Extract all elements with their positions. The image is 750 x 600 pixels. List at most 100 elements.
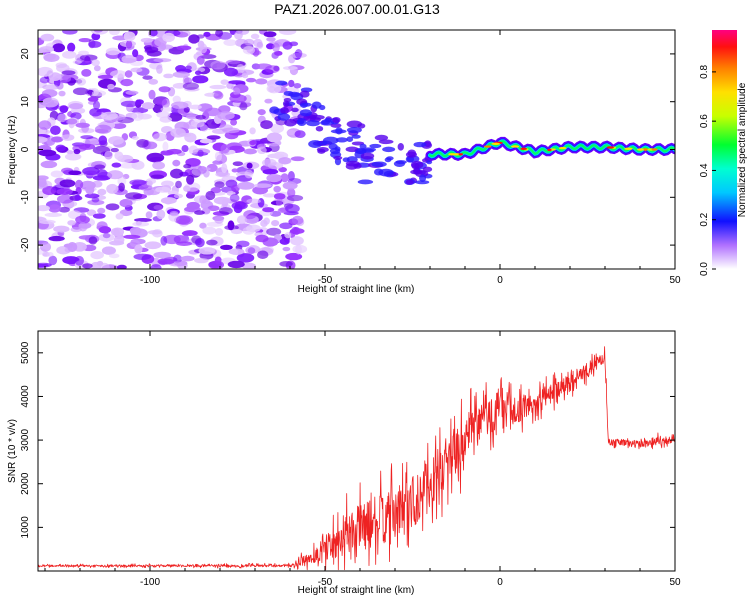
noise-blob [75, 77, 87, 86]
noise-blob [286, 129, 297, 136]
noise-blob [40, 160, 58, 169]
noise-blob [218, 207, 233, 215]
noise-blob [261, 158, 277, 167]
noise-blob [85, 185, 95, 195]
noise-blob [229, 94, 247, 103]
noise-blob [129, 179, 147, 186]
noise-blob [175, 215, 194, 225]
noise-blob [163, 73, 174, 79]
noise-blob [176, 241, 193, 246]
noise-blob [39, 76, 50, 84]
noise-blob [188, 145, 199, 155]
ridge-fragment [335, 127, 343, 135]
noise-blob [131, 135, 139, 140]
noise-blob [290, 156, 305, 162]
noise-blob [75, 122, 90, 128]
noise-blob [152, 132, 168, 142]
ridge-fragment [369, 143, 382, 149]
noise-blob [177, 261, 188, 269]
ridge-fragment [291, 107, 299, 113]
noise-blob [206, 239, 218, 246]
y-tick-label: -20 [20, 237, 31, 252]
noise-blob [74, 194, 81, 201]
noise-blob [194, 257, 209, 264]
noise-blob [280, 173, 289, 183]
colorbar-ticks: 0.0 0.2 0.4 0.6 0.8 [699, 64, 716, 276]
noise-blob [227, 80, 246, 85]
ridge-fragment [330, 123, 342, 128]
noise-blob [183, 163, 192, 169]
ridge-hotspot [558, 146, 567, 150]
noise-blob [107, 83, 115, 90]
noise-blob [106, 183, 119, 194]
noise-blob [163, 234, 181, 245]
noise-blob [196, 34, 205, 39]
noise-blob [285, 204, 300, 214]
noise-blob [138, 184, 153, 191]
snr-x-label: Height of straight line (km) [298, 585, 415, 596]
noise-blob [107, 170, 124, 180]
noise-blob [279, 238, 290, 245]
noise-blob [267, 153, 285, 159]
noise-blob [233, 204, 243, 214]
noise-blob [273, 193, 286, 200]
noise-blob [108, 135, 124, 145]
noise-blob [125, 192, 143, 200]
noise-blob [62, 50, 77, 59]
noise-blob [78, 222, 88, 232]
noise-blob [291, 215, 304, 225]
x-tick-label: 0 [497, 275, 503, 286]
noise-blob [119, 209, 133, 217]
noise-blob [61, 134, 75, 141]
noise-blob [75, 215, 90, 225]
noise-blob [222, 127, 240, 134]
noise-blob [213, 196, 231, 205]
noise-blob [72, 87, 89, 96]
noise-blob [249, 127, 256, 135]
ridge-fragment [284, 118, 297, 127]
x-tick-label: -100 [140, 275, 160, 286]
noise-blob [123, 234, 141, 239]
noise-blob [68, 103, 84, 110]
noise-blob [213, 91, 224, 100]
noise-blob [146, 180, 153, 187]
ridge-hotspot [637, 148, 645, 151]
noise-blob [214, 216, 224, 224]
noise-blob [114, 151, 124, 160]
noise-blob [282, 66, 298, 71]
noise-blob [250, 33, 260, 39]
noise-blob [59, 179, 76, 188]
ridge-fragment [342, 157, 350, 163]
noise-blob [94, 164, 106, 170]
noise-blob [98, 233, 115, 242]
noise-blob [144, 241, 162, 250]
ridge-hotspot [624, 147, 633, 150]
noise-blob [42, 84, 59, 91]
noise-blob [214, 227, 224, 236]
noise-blob [264, 65, 280, 74]
y-tick-label: 0 [20, 146, 31, 152]
noise-blob [186, 174, 195, 185]
noise-blob [162, 32, 175, 43]
noise-blob [236, 240, 250, 248]
noise-blob [175, 180, 182, 189]
noise-blob [66, 150, 74, 155]
noise-blob [289, 41, 299, 47]
y-tick-label: -10 [20, 190, 31, 205]
noise-blob [160, 197, 177, 205]
ridge-fragment [407, 149, 417, 157]
ridge-fragment [308, 140, 323, 148]
noise-blob [38, 263, 49, 268]
noise-blob [145, 211, 153, 219]
noise-blob [100, 111, 118, 120]
noise-blob [142, 75, 153, 80]
ridge-hotspot [491, 142, 501, 146]
noise-blob [155, 186, 171, 193]
colorbar-tick-label: 0.2 [699, 212, 710, 226]
noise-blob [241, 262, 257, 269]
noise-blob [124, 70, 133, 78]
noise-blob [223, 67, 238, 77]
colorbar-tick-label: 0.0 [699, 262, 710, 276]
noise-blob [172, 95, 181, 104]
noise-blob [245, 77, 257, 83]
